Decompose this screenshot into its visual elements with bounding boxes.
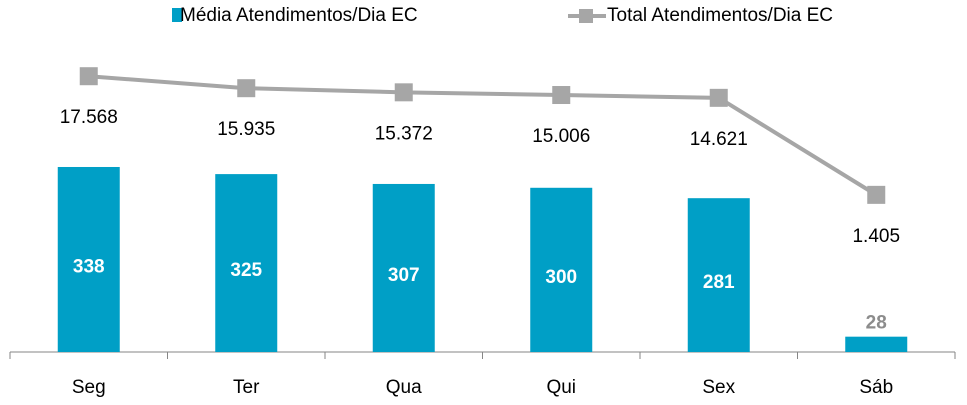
- bar: [57, 166, 120, 352]
- bar: [687, 198, 750, 352]
- bar-label: 325: [230, 260, 262, 281]
- line-marker: [709, 88, 728, 107]
- x-tick-label: Sáb: [859, 377, 893, 398]
- line-label: 15.372: [375, 123, 433, 144]
- bar: [530, 187, 593, 352]
- line: [88, 74, 878, 197]
- line-marker: [394, 83, 413, 102]
- legend-swatch: [172, 8, 182, 22]
- bar: [845, 336, 908, 352]
- bar-label: 281: [703, 272, 735, 293]
- x-tick-label: Qui: [546, 377, 576, 398]
- line-marker: [552, 86, 571, 105]
- bar-label: 28: [866, 313, 887, 334]
- bar-label: 300: [545, 267, 577, 288]
- bar-label: 307: [388, 265, 420, 286]
- x-tick-label: Ter: [233, 377, 260, 398]
- x-tick-label: Qua: [386, 377, 422, 398]
- bar: [372, 183, 435, 352]
- line-label: 15.006: [532, 126, 590, 147]
- line-marker: [79, 67, 98, 86]
- line-label: 14.621: [690, 129, 748, 150]
- line-marker: [867, 185, 886, 204]
- bar-label: 338: [73, 257, 105, 278]
- line-label: 1.405: [852, 226, 900, 247]
- legend-swatch: [579, 9, 593, 23]
- legend-label: Média Atendimentos/Dia EC: [180, 5, 418, 26]
- line-marker: [237, 79, 256, 98]
- legend-label: Total Atendimentos/Dia EC: [607, 5, 833, 26]
- x-tick-label: Seg: [72, 377, 106, 398]
- line-label: 17.568: [60, 107, 118, 128]
- line-label: 15.935: [217, 119, 275, 140]
- x-tick-label: Sex: [702, 377, 735, 398]
- bar: [215, 174, 278, 352]
